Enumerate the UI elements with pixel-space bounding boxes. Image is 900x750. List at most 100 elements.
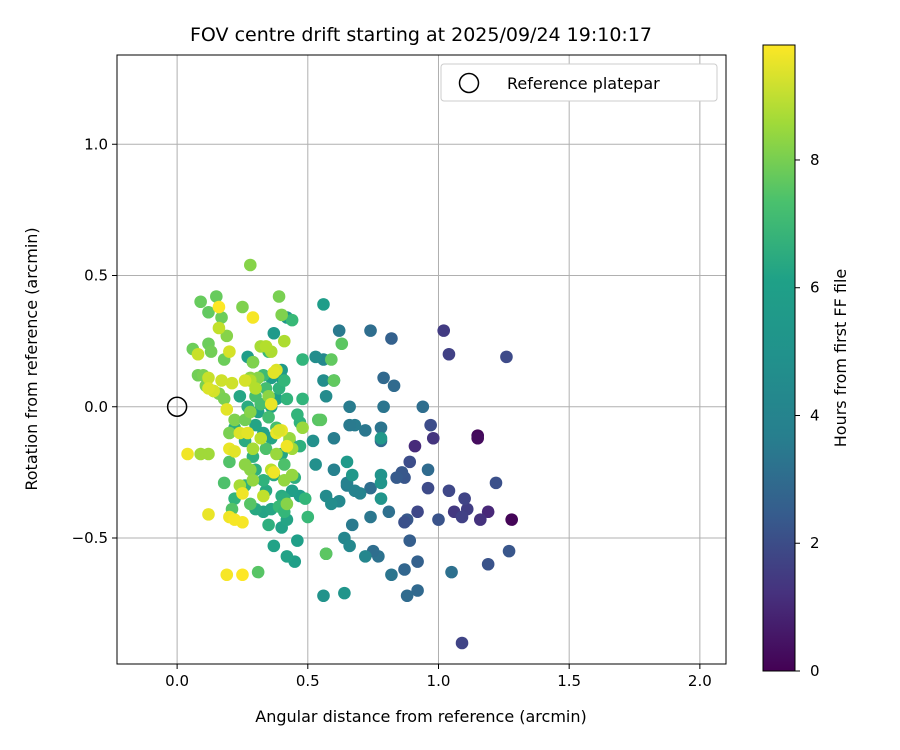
data-point <box>280 550 294 563</box>
data-point <box>314 413 328 427</box>
data-point <box>437 324 451 337</box>
data-point <box>325 353 338 366</box>
colorbar-gradient <box>762 44 796 672</box>
data-point <box>364 510 377 524</box>
data-point <box>264 397 278 411</box>
legend-box <box>440 63 718 102</box>
data-point <box>291 408 304 421</box>
data-point <box>505 513 518 526</box>
colorbar-tick-label: 8 <box>810 151 820 169</box>
data-point <box>502 544 516 558</box>
data-point <box>285 313 299 327</box>
data-point <box>262 410 275 424</box>
y-tick-label: 1.0 <box>84 135 108 153</box>
data-point <box>403 534 417 547</box>
data-point <box>416 400 430 414</box>
data-point <box>421 463 435 477</box>
data-point <box>220 568 234 582</box>
data-point <box>340 455 354 469</box>
data-point <box>217 392 231 406</box>
data-point <box>236 487 249 500</box>
reference-marker-layer <box>166 396 188 417</box>
data-point <box>215 374 228 387</box>
data-point <box>411 505 424 519</box>
data-point <box>426 431 440 445</box>
legend: Reference platepar <box>440 63 718 102</box>
reference-platepar-marker <box>166 396 188 417</box>
x-tick-label: 1.0 <box>427 672 451 690</box>
data-point <box>421 481 435 495</box>
data-point <box>359 550 372 563</box>
data-point <box>332 324 346 337</box>
colorbar-tick-label: 2 <box>810 534 820 552</box>
x-tick-label: 1.5 <box>557 672 581 690</box>
data-point <box>233 389 247 403</box>
data-point <box>228 413 241 427</box>
data-point <box>267 326 281 340</box>
data-point <box>385 332 398 345</box>
colorbar: 0 2 4 6 8 Hours from first FF file <box>762 44 850 680</box>
data-point <box>267 466 281 479</box>
data-point <box>212 321 226 335</box>
data-point <box>442 347 456 361</box>
data-point <box>390 471 403 484</box>
data-point <box>259 340 273 353</box>
data-point <box>272 290 286 303</box>
data-point <box>267 539 281 553</box>
data-point <box>327 463 341 477</box>
data-point <box>270 447 283 461</box>
legend-label: Reference platepar <box>507 74 660 93</box>
data-point <box>291 534 304 547</box>
data-point <box>343 539 356 553</box>
data-point <box>257 489 270 503</box>
data-point <box>335 337 349 351</box>
data-point <box>306 434 320 448</box>
data-point <box>398 563 411 576</box>
data-point <box>327 374 341 387</box>
data-point <box>246 442 260 456</box>
x-axis-label: Angular distance from reference (arcmin) <box>255 707 586 726</box>
data-point <box>345 468 359 482</box>
data-point <box>374 431 388 445</box>
data-point <box>225 376 239 390</box>
data-point <box>254 397 268 411</box>
data-point <box>364 481 377 495</box>
y-tick-label: −0.5 <box>72 529 108 547</box>
colorbar-tick-label: 4 <box>810 406 820 424</box>
data-point <box>471 431 484 445</box>
data-point <box>474 513 487 526</box>
data-point <box>194 295 207 309</box>
x-tick-label: 0.0 <box>165 672 189 690</box>
data-point <box>202 382 215 395</box>
x-axis-ticks: 0.0 0.5 1.0 1.5 2.0 <box>165 664 712 690</box>
chart-title: FOV centre drift starting at 2025/09/24 … <box>190 24 652 46</box>
data-point <box>424 418 437 432</box>
data-point <box>254 431 268 445</box>
data-point <box>202 508 215 521</box>
data-point <box>359 424 372 437</box>
data-point <box>455 636 469 650</box>
data-point <box>377 371 390 385</box>
data-point <box>223 345 236 358</box>
data-point <box>377 400 390 414</box>
data-point <box>246 311 260 324</box>
data-point <box>223 426 236 440</box>
data-point <box>277 458 291 471</box>
data-point <box>411 584 424 597</box>
data-point <box>259 442 273 456</box>
data-point <box>212 300 226 314</box>
data-point <box>246 473 260 487</box>
x-tick-label: 2.0 <box>688 672 712 690</box>
data-point <box>455 510 469 524</box>
data-point <box>442 484 456 498</box>
data-point <box>398 515 411 529</box>
data-point <box>298 492 312 505</box>
data-point <box>236 300 249 314</box>
data-point <box>257 473 270 487</box>
data-point <box>244 497 257 511</box>
data-point <box>191 347 205 361</box>
data-point <box>244 258 257 272</box>
y-axis-label: Rotation from reference (arcmin) <box>22 227 41 490</box>
data-point <box>364 324 377 337</box>
